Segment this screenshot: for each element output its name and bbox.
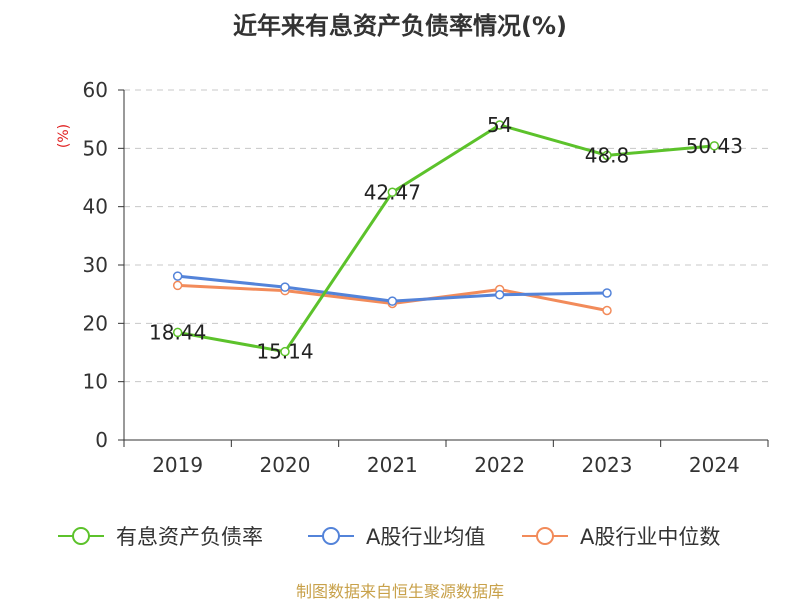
x-tick-label: 2022 bbox=[474, 453, 525, 477]
data-point bbox=[709, 141, 720, 151]
legend-marker-orange-icon bbox=[522, 527, 568, 545]
data-point bbox=[494, 290, 505, 300]
data-point bbox=[387, 296, 398, 306]
data-point bbox=[602, 288, 612, 298]
legend-item-industry-mean[interactable]: A股行业均值 bbox=[306, 518, 485, 554]
y-tick-label: 30 bbox=[83, 253, 108, 277]
y-tick-label: 20 bbox=[83, 311, 108, 335]
x-tick-label: 2023 bbox=[582, 453, 633, 477]
data-label: 50.43 bbox=[686, 134, 743, 158]
data-label: 54 bbox=[487, 113, 512, 137]
legend: 有息资产负债率 A股行业均值 A股行业中位数 bbox=[0, 518, 800, 558]
legend-label-interest-debt-ratio: 有息资产负债率 bbox=[116, 525, 263, 549]
chart-title: 近年来有息资产负债率情况(%) bbox=[233, 12, 567, 40]
x-tick-label: 2020 bbox=[260, 453, 311, 477]
y-tick-label: 10 bbox=[83, 370, 108, 394]
x-tick-label: 2021 bbox=[367, 453, 418, 477]
legend-item-interest-debt-ratio[interactable]: 有息资产负债率 bbox=[56, 518, 263, 554]
legend-label-industry-mean: A股行业均值 bbox=[366, 525, 486, 549]
data-point bbox=[387, 187, 398, 198]
y-tick-label: 0 bbox=[95, 428, 108, 452]
legend-marker-green-icon bbox=[58, 527, 104, 545]
data-point bbox=[280, 346, 290, 357]
data-label: 42.47 bbox=[364, 180, 421, 204]
x-tick-label: 2024 bbox=[689, 453, 740, 477]
legend-item-industry-median[interactable]: A股行业中位数 bbox=[520, 518, 720, 554]
data-point bbox=[172, 280, 183, 291]
data-point bbox=[602, 150, 612, 161]
y-tick-label: 50 bbox=[83, 136, 108, 160]
data-point bbox=[494, 120, 505, 130]
data-source-note: 制图数据来自恒生聚源数据库 bbox=[295, 582, 504, 601]
x-tick-label: 2019 bbox=[152, 453, 203, 477]
data-point bbox=[602, 305, 612, 316]
data-point bbox=[172, 327, 183, 338]
legend-marker-blue-icon bbox=[308, 527, 354, 545]
data-point bbox=[172, 271, 183, 281]
y-tick-label: 60 bbox=[83, 78, 108, 102]
series-line bbox=[177, 123, 715, 354]
data-point bbox=[280, 282, 290, 292]
data-label: 18.44 bbox=[149, 320, 206, 344]
y-tick-label: 40 bbox=[83, 195, 108, 219]
data-label: 15.14 bbox=[256, 340, 313, 364]
line-chart: 0 10 20 30 40 50 60 2019 2020 2021 2022 2023 2024 18.… bbox=[83, 78, 769, 477]
legend-label-industry-median: A股行业中位数 bbox=[580, 525, 721, 549]
data-label: 48.8 bbox=[585, 143, 630, 167]
